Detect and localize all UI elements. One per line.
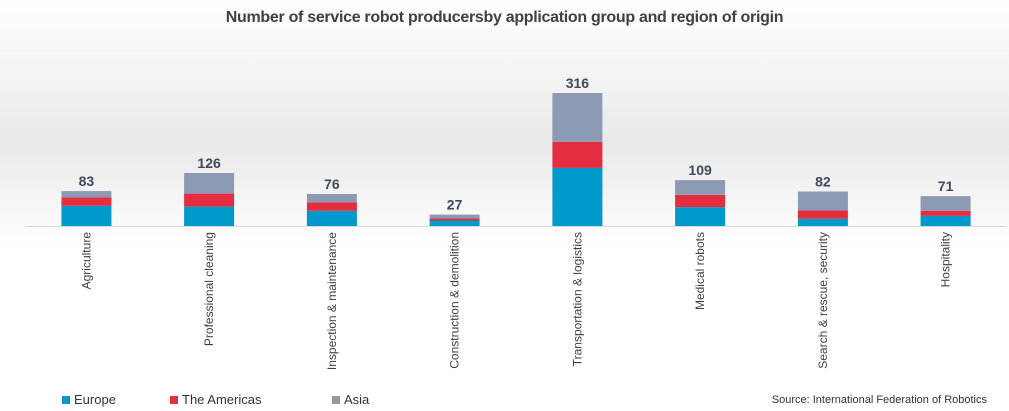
- bar-asia-agriculture: [61, 191, 112, 198]
- bar-the-americas-transportation-and-logistics: [552, 141, 603, 168]
- legend-swatch-asia: [332, 396, 340, 404]
- bar-asia-construction-and-demolition: [429, 214, 480, 219]
- bar-europe-agriculture: [61, 205, 112, 226]
- chart-title: Number of service robot producersby appl…: [225, 9, 784, 26]
- category-label-agriculture: Agriculture: [79, 232, 93, 290]
- data-label-total-professional-cleaning: 126: [197, 155, 221, 171]
- legend-label-the-americas: The Americas: [182, 392, 262, 407]
- legend-item-europe: Europe: [62, 392, 116, 407]
- bar-asia-hospitality: [920, 196, 971, 211]
- bar-the-americas-professional-cleaning: [184, 193, 235, 207]
- data-label-total-construction-and-demolition: 27: [447, 197, 463, 213]
- bar-the-americas-search-and-rescue-security: [797, 210, 848, 219]
- category-label-transportation-and-logistics: Transportation & logistics: [570, 232, 584, 366]
- source-note: Source: International Federation of Robo…: [771, 394, 987, 406]
- data-label-total-agriculture: 83: [79, 173, 95, 189]
- legend-item-the-americas: The Americas: [170, 392, 261, 407]
- data-label-total-hospitality: 71: [938, 178, 954, 194]
- category-label-professional-cleaning: Professional cleaning: [202, 232, 216, 346]
- data-label-total-medical-robots: 109: [688, 162, 712, 178]
- bar-europe-search-and-rescue-security: [797, 218, 848, 226]
- bar-the-americas-hospitality: [920, 210, 971, 216]
- bar-europe-professional-cleaning: [184, 206, 235, 226]
- legend-swatch-the-americas: [170, 396, 178, 404]
- bar-the-americas-inspection-and-maintenance: [306, 202, 357, 211]
- bar-the-americas-agriculture: [61, 197, 112, 206]
- category-label-construction-and-demolition: Construction & demolition: [448, 232, 462, 369]
- bar-asia-professional-cleaning: [184, 173, 235, 194]
- category-label-hospitality: Hospitality: [939, 232, 953, 287]
- data-label-total-search-and-rescue-security: 82: [815, 174, 831, 190]
- bar-europe-construction-and-demolition: [429, 220, 480, 226]
- category-label-search-and-rescue-security: Search & rescue, security: [816, 232, 830, 369]
- bar-europe-medical-robots: [675, 207, 726, 226]
- data-label-total-inspection-and-maintenance: 76: [324, 176, 340, 192]
- legend-label-asia: Asia: [344, 392, 370, 407]
- bar-asia-inspection-and-maintenance: [306, 194, 357, 203]
- bar-the-americas-medical-robots: [675, 194, 726, 208]
- bar-asia-transportation-and-logistics: [552, 93, 603, 142]
- legend-label-europe: Europe: [74, 392, 116, 407]
- bar-europe-hospitality: [920, 215, 971, 226]
- legend-swatch-europe: [62, 396, 70, 404]
- category-label-medical-robots: Medical robots: [693, 232, 707, 310]
- data-label-total-transportation-and-logistics: 316: [566, 75, 590, 91]
- bar-asia-medical-robots: [675, 180, 726, 195]
- bar-asia-search-and-rescue-security: [797, 191, 848, 211]
- bar-europe-inspection-and-maintenance: [306, 210, 357, 226]
- bar-europe-transportation-and-logistics: [552, 167, 603, 226]
- bar-the-americas-construction-and-demolition: [429, 218, 480, 221]
- legend-item-asia: Asia: [332, 392, 369, 407]
- category-label-inspection-and-maintenance: Inspection & maintenance: [325, 232, 339, 370]
